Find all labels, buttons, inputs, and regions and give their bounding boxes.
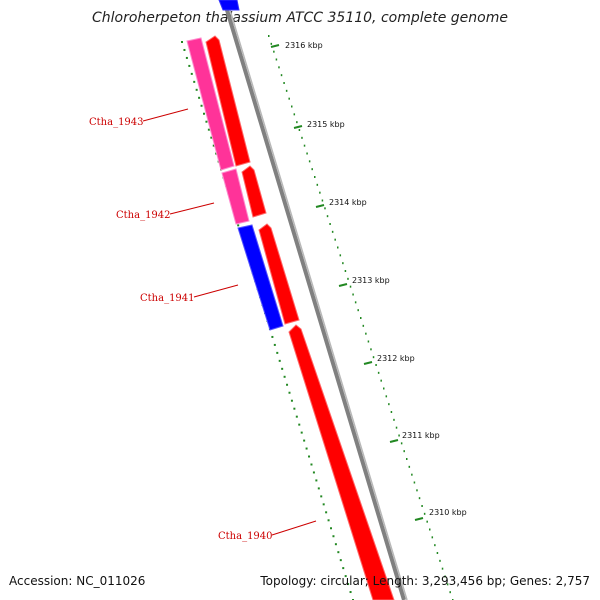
gene-forward-1[interactable] xyxy=(205,35,251,167)
ruler-label-2314: 2314 kbp xyxy=(329,198,367,207)
gene-label-ctha-1940[interactable]: Ctha_1940 xyxy=(218,531,273,542)
gene-partial-top[interactable] xyxy=(218,0,240,11)
gene-ctha-1940-body[interactable] xyxy=(288,324,395,600)
leader-ctha-1940 xyxy=(271,520,317,536)
leader-ctha-1941 xyxy=(193,284,239,298)
gene-ctha-1943-body[interactable] xyxy=(186,37,235,171)
leader-ctha-1943 xyxy=(142,108,189,122)
ruler-major-ticks xyxy=(270,44,424,521)
backbone-shadow xyxy=(226,0,408,600)
backbone-line xyxy=(222,0,406,600)
gene-label-ctha-1942[interactable]: Ctha_1942 xyxy=(116,210,171,221)
ruler-label-2313: 2313 kbp xyxy=(352,276,390,285)
ruler-ticks xyxy=(268,35,454,600)
gene-ctha-1941-body[interactable] xyxy=(237,224,284,331)
ruler-label-2310: 2310 kbp xyxy=(429,508,467,517)
gene-forward-3[interactable] xyxy=(258,223,300,325)
ruler-label-2312: 2312 kbp xyxy=(377,354,415,363)
ruler-label-2311: 2311 kbp xyxy=(402,431,440,440)
ruler-label-2316: 2316 kbp xyxy=(285,41,323,50)
gene-label-ctha-1941[interactable]: Ctha_1941 xyxy=(140,293,195,304)
gene-ctha-1942-body[interactable] xyxy=(221,168,250,225)
leader-ctha-1942 xyxy=(169,202,215,215)
map-title: Chloroherpeton thalassium ATCC 35110, co… xyxy=(92,10,508,26)
topology-summary: Topology: circular; Length: 3,293,456 bp… xyxy=(260,574,590,588)
accession-text: Accession: NC_011026 xyxy=(9,574,146,588)
gene-forward-2[interactable] xyxy=(241,165,267,218)
gene-label-ctha-1943[interactable]: Ctha_1943 xyxy=(89,117,144,128)
ruler-label-2315: 2315 kbp xyxy=(307,120,345,129)
